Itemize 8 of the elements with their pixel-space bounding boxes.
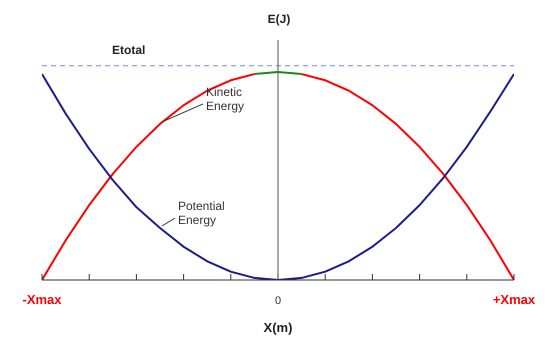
x-tick-label: -Xmax <box>22 292 62 307</box>
series-label: Potential Energy <box>178 198 225 227</box>
series-label: Kinetic Energy <box>206 84 244 113</box>
x-tick-label: 0 <box>274 295 282 307</box>
ref-line-label: Etotal <box>112 43 146 58</box>
x-axis-title: X(m) <box>264 320 292 335</box>
x-tick-label: +Xmax <box>492 292 536 307</box>
y-axis-title: E(J) <box>266 12 292 26</box>
